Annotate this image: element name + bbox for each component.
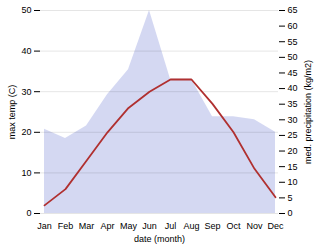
svg-text:25: 25 xyxy=(288,130,298,140)
svg-text:20: 20 xyxy=(21,127,31,137)
svg-text:45: 45 xyxy=(288,68,298,78)
svg-text:55: 55 xyxy=(288,37,298,47)
svg-text:Jan: Jan xyxy=(37,221,52,231)
svg-text:0: 0 xyxy=(288,208,293,218)
svg-text:0: 0 xyxy=(26,208,31,218)
svg-text:Nov: Nov xyxy=(246,221,263,231)
svg-text:date (month): date (month) xyxy=(134,234,185,244)
svg-text:40: 40 xyxy=(21,46,31,56)
svg-text:Jun: Jun xyxy=(142,221,157,231)
svg-text:Mar: Mar xyxy=(79,221,95,231)
svg-text:20: 20 xyxy=(288,146,298,156)
svg-text:50: 50 xyxy=(21,5,31,15)
svg-text:Jul: Jul xyxy=(165,221,177,231)
svg-text:10: 10 xyxy=(21,168,31,178)
svg-text:35: 35 xyxy=(288,99,298,109)
svg-text:60: 60 xyxy=(288,21,298,31)
svg-text:30: 30 xyxy=(21,87,31,97)
svg-text:50: 50 xyxy=(288,52,298,62)
svg-text:May: May xyxy=(120,221,138,231)
svg-text:med. precipitation (kg/m2): med. precipitation (kg/m2) xyxy=(303,60,313,164)
svg-text:30: 30 xyxy=(288,115,298,125)
svg-text:65: 65 xyxy=(288,5,298,15)
svg-text:5: 5 xyxy=(288,193,293,203)
svg-text:Sep: Sep xyxy=(204,221,220,231)
svg-text:Apr: Apr xyxy=(100,221,114,231)
svg-text:15: 15 xyxy=(288,162,298,172)
svg-text:10: 10 xyxy=(288,177,298,187)
svg-text:max temp (C): max temp (C) xyxy=(7,85,17,140)
svg-text:Aug: Aug xyxy=(183,221,199,231)
svg-text:Oct: Oct xyxy=(226,221,241,231)
svg-text:40: 40 xyxy=(288,83,298,93)
svg-text:Dec: Dec xyxy=(267,221,284,231)
svg-text:Feb: Feb xyxy=(58,221,74,231)
